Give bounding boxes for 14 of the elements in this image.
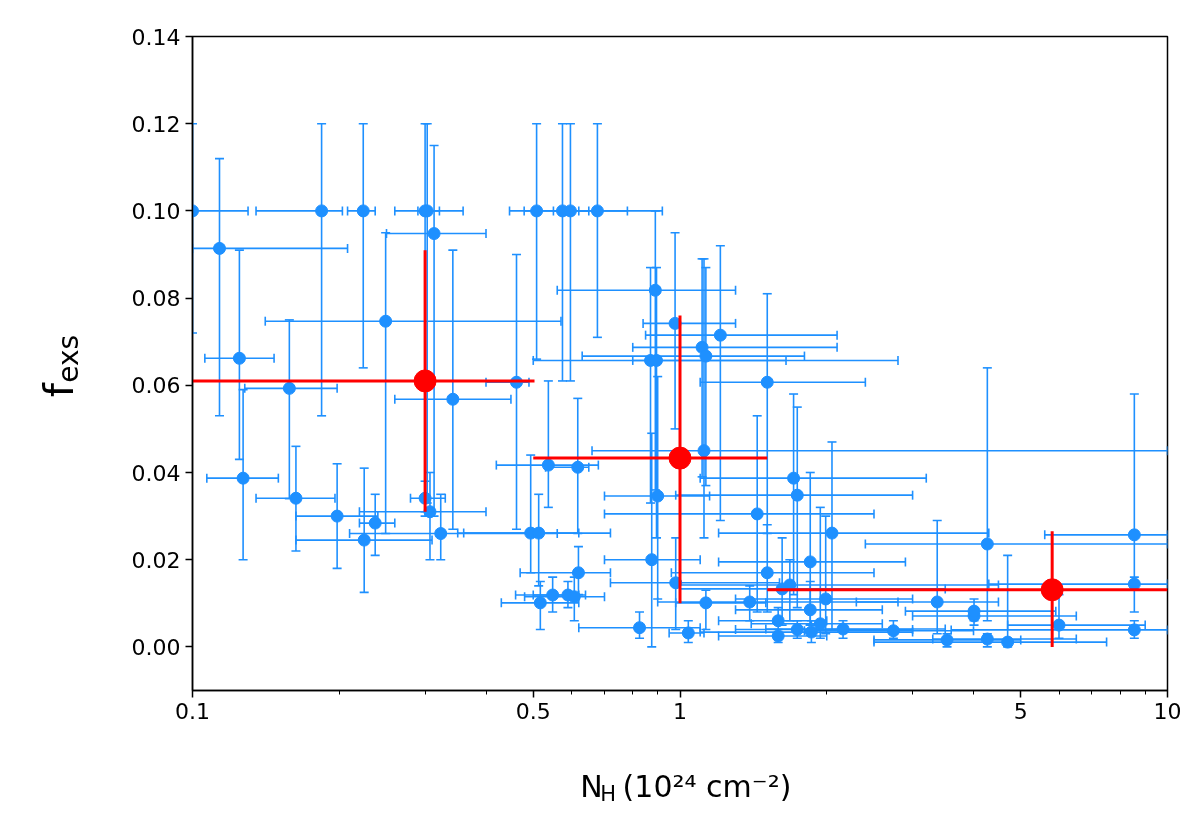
y-axis-title: fexs (35, 334, 85, 398)
y-tick-label: 0.10 (131, 198, 181, 224)
y-tick-label: 0.12 (131, 111, 181, 137)
y-tick-label: 0.06 (131, 373, 181, 399)
y-tick-label: 0.08 (131, 286, 181, 312)
y-tick-label: 0.02 (131, 547, 181, 573)
y-tick-label: 0.00 (131, 634, 181, 660)
x-tick-label: 0.1 (175, 698, 211, 724)
y-tick-label: 0.04 (131, 460, 181, 486)
x-tick-label: 10 (1153, 698, 1182, 724)
x-tick-label: 5 (1013, 698, 1028, 724)
x-tick-label: 1 (673, 698, 687, 724)
x-tick-label: 0.5 (515, 698, 551, 724)
y-tick-label: 0.14 (131, 24, 181, 50)
